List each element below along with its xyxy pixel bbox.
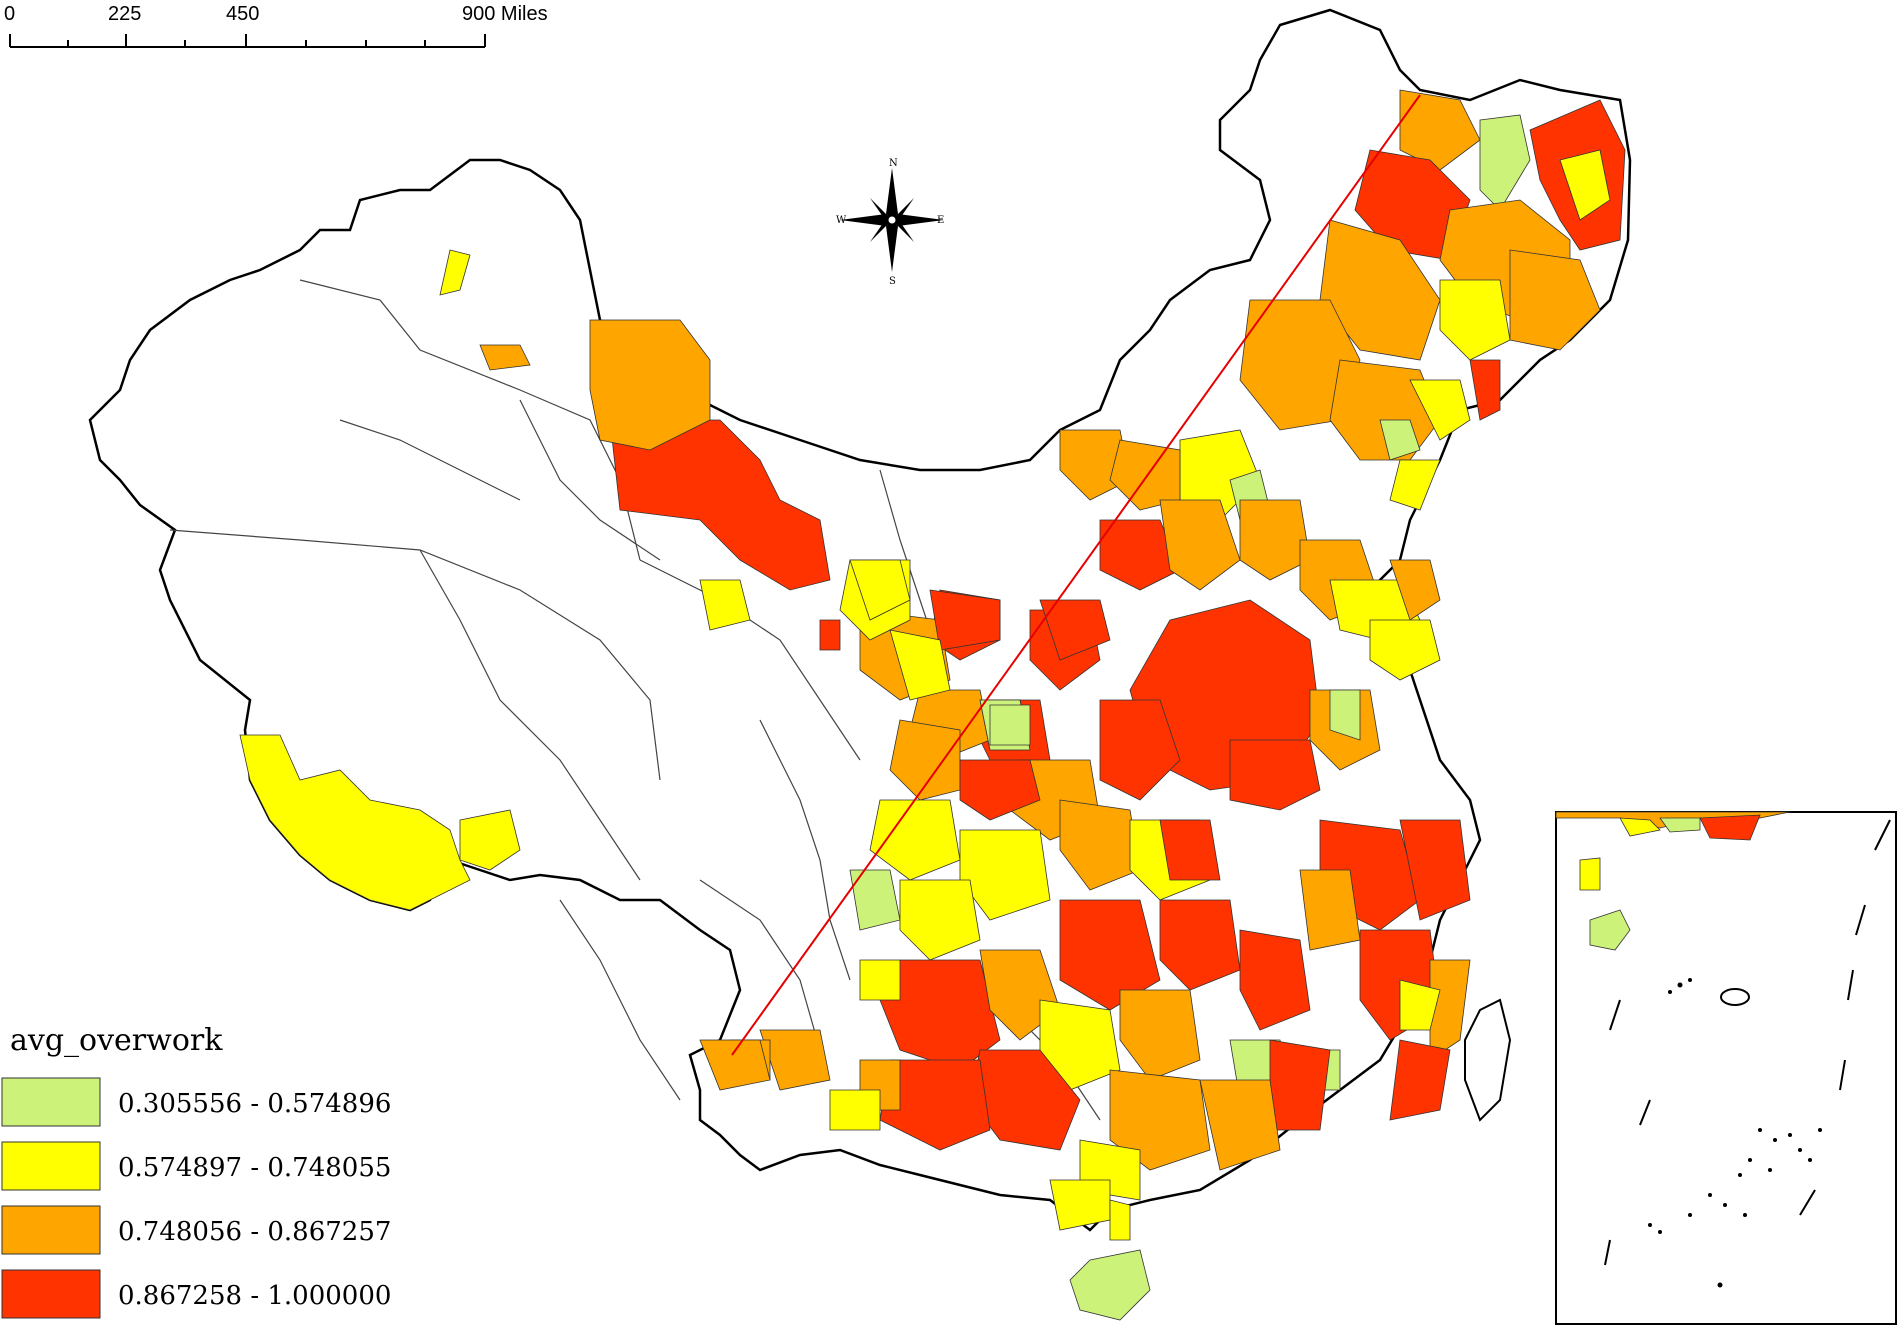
scale-tick-450: 450 — [226, 3, 259, 25]
legend-label-1: 0.305556 - 0.574896 — [118, 1089, 391, 1119]
legend-swatch-2 — [1, 1141, 101, 1191]
scale-tick-900: 900 Miles — [462, 3, 548, 25]
legend-swatch-4 — [1, 1269, 101, 1319]
compass-s: S — [889, 276, 896, 287]
scale-bar: 0 225 450 900 Miles — [4, 3, 548, 48]
compass-n: N — [889, 158, 898, 169]
legend: avg_overwork 0.305556 - 0.574896 0.57489… — [1, 1023, 391, 1319]
legend-label-4: 0.867258 - 1.000000 — [118, 1281, 391, 1311]
compass-rose-icon: N S E W — [836, 158, 944, 287]
prefecture-fills — [239, 89, 1626, 1321]
legend-swatch-1 — [1, 1077, 101, 1127]
hu-line — [731, 94, 1421, 1056]
scale-tick-0: 0 — [4, 3, 15, 25]
taiwan-island — [1464, 998, 1512, 1122]
compass-w: W — [836, 215, 847, 226]
legend-title: avg_overwork — [10, 1023, 223, 1058]
legend-label-2: 0.574897 - 0.748055 — [118, 1153, 391, 1183]
scale-tick-225: 225 — [108, 3, 141, 25]
legend-label-3: 0.748056 - 0.867257 — [118, 1217, 391, 1247]
compass-e: E — [937, 215, 944, 226]
south-china-sea-inset — [1555, 811, 1897, 1325]
legend-swatch-3 — [1, 1205, 101, 1255]
